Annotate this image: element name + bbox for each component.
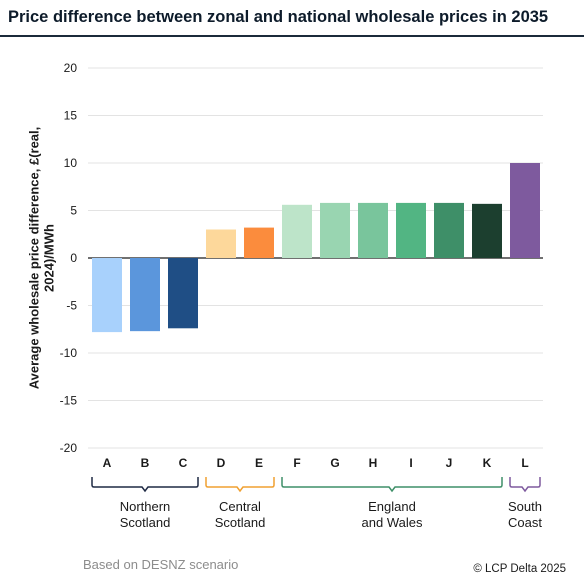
x-tick-label: J bbox=[446, 456, 453, 470]
x-tick-label: K bbox=[483, 456, 492, 470]
bar-d bbox=[206, 229, 236, 258]
grid-lines bbox=[88, 67, 543, 449]
group-bracket bbox=[509, 477, 541, 493]
y-tick-label: 15 bbox=[64, 109, 78, 123]
group-brackets: NorthernScotlandCentralScotlandEnglandan… bbox=[91, 477, 542, 530]
bar-f bbox=[282, 204, 312, 258]
x-tick-label: H bbox=[369, 456, 378, 470]
bar-k bbox=[472, 203, 502, 258]
x-tick-label: A bbox=[103, 456, 112, 470]
x-tick-label: B bbox=[141, 456, 150, 470]
bar-b bbox=[130, 258, 160, 332]
bar-e bbox=[244, 227, 274, 258]
x-tick-label: E bbox=[255, 456, 263, 470]
title-divider bbox=[0, 35, 584, 37]
x-tick-label: L bbox=[521, 456, 528, 470]
x-tick-label: F bbox=[293, 456, 300, 470]
bar-a bbox=[92, 258, 122, 333]
x-tick-labels: A B C D E F G H I J K L bbox=[103, 456, 529, 470]
y-tick-label: -5 bbox=[66, 299, 77, 313]
bar-i bbox=[396, 202, 426, 258]
group-label: Northern bbox=[120, 499, 171, 514]
y-axis-label: Average wholesale price difference, £(re… bbox=[27, 127, 57, 390]
group-label: Central bbox=[219, 499, 261, 514]
bar-l bbox=[510, 163, 540, 258]
y-tick-label: 0 bbox=[70, 251, 77, 265]
bar-h bbox=[358, 202, 388, 258]
source-note: Based on DESNZ scenario bbox=[83, 557, 239, 572]
group-bracket bbox=[91, 477, 199, 493]
x-tick-label: D bbox=[217, 456, 226, 470]
group-label: Scotland bbox=[120, 515, 171, 530]
bars bbox=[92, 163, 540, 333]
group-bracket bbox=[281, 477, 503, 493]
y-tick-label: -20 bbox=[60, 441, 78, 455]
y-tick-labels: 20 15 10 5 0 -5 -10 -15 -20 bbox=[60, 61, 78, 455]
y-tick-label: -15 bbox=[60, 394, 78, 408]
bar-g bbox=[320, 202, 350, 258]
group-label: South bbox=[508, 499, 542, 514]
y-tick-label: 20 bbox=[64, 61, 78, 75]
y-tick-label: -10 bbox=[60, 346, 78, 360]
x-tick-label: C bbox=[179, 456, 188, 470]
bar-c bbox=[168, 258, 198, 329]
group-label: Scotland bbox=[215, 515, 266, 530]
x-tick-label: G bbox=[330, 456, 339, 470]
y-tick-label: 10 bbox=[64, 156, 78, 170]
copyright: © LCP Delta 2025 bbox=[473, 563, 566, 575]
chart-title: Price difference between zonal and natio… bbox=[8, 8, 549, 26]
y-tick-label: 5 bbox=[70, 204, 77, 218]
x-tick-label: I bbox=[409, 456, 412, 470]
group-label: and Wales bbox=[362, 515, 423, 530]
bar-j bbox=[434, 202, 464, 258]
group-label: Coast bbox=[508, 515, 542, 530]
group-bracket bbox=[205, 477, 275, 493]
group-label: England bbox=[368, 499, 416, 514]
